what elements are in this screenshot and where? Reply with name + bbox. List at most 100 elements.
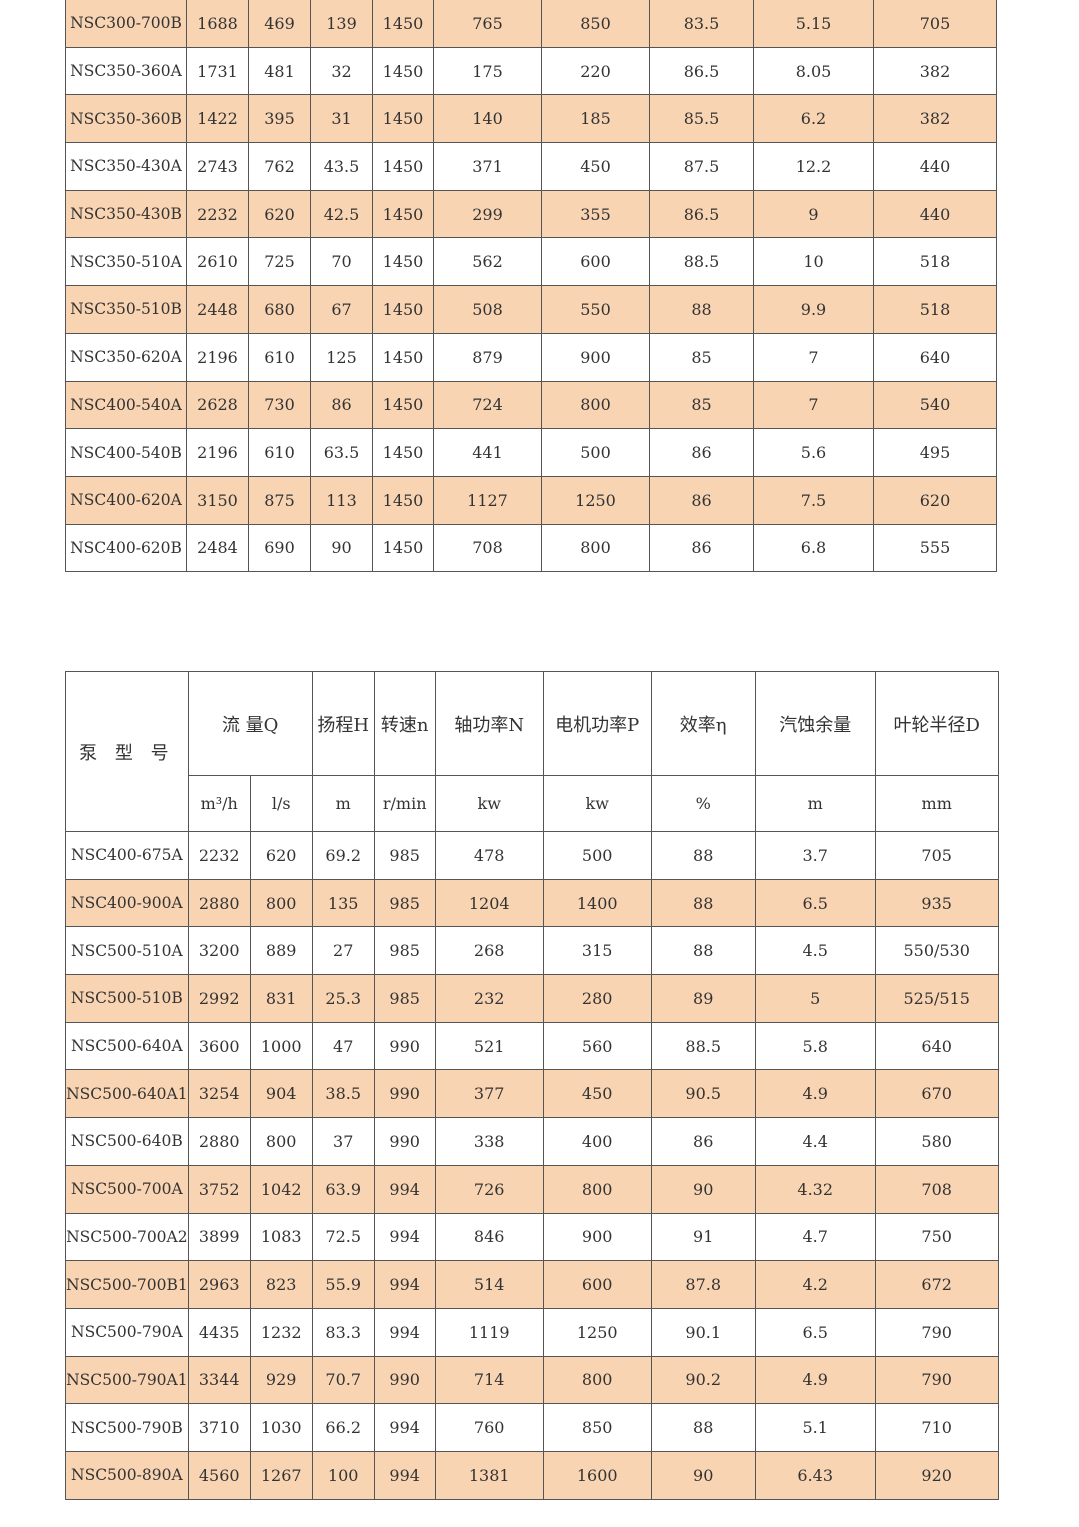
unit-cell: m (754, 775, 876, 832)
value-cell: 1450 (372, 142, 434, 191)
value-cell: 1450 (372, 0, 434, 48)
value-cell: 63.9 (311, 1164, 375, 1214)
value-cell: 3150 (186, 475, 249, 525)
value-cell: 2992 (187, 974, 251, 1023)
value-cell: 929 (249, 1355, 313, 1405)
table-row: NSC350-360B 1422 395 31 1450 140 185 85.5 6.2 382 (65, 94, 997, 144)
header-shaft-power: 轴功率N (434, 671, 544, 776)
model-cell: NSC500-790A (65, 1307, 189, 1357)
value-cell: 4435 (187, 1307, 251, 1357)
value-cell: 2448 (186, 285, 249, 334)
value-cell: 4.9 (754, 1069, 876, 1119)
value-cell: 640 (873, 332, 997, 382)
value-cell: 1119 (434, 1307, 544, 1357)
model-cell: NSC500-640A (65, 1021, 189, 1071)
model-cell: NSC500-700A2 (65, 1212, 189, 1262)
value-cell: 610 (248, 332, 311, 382)
value-cell: 91 (650, 1212, 756, 1262)
value-cell: 994 (373, 1164, 436, 1214)
value-cell: 6.2 (753, 94, 874, 144)
table-row: NSC350-430A 2743 762 43.5 1450 371 450 87.5 12.2… (65, 142, 997, 191)
value-cell: 850 (541, 0, 650, 48)
value-cell: 560 (542, 1021, 652, 1071)
header-impeller: 叶轮半径D (874, 671, 999, 776)
value-cell: 1232 (249, 1307, 313, 1357)
value-cell: 377 (434, 1069, 544, 1119)
value-cell: 72.5 (311, 1212, 375, 1262)
value-cell: 125 (310, 332, 373, 382)
value-cell: 25.3 (311, 974, 375, 1023)
table-row: NSC500-640B 2880 800 37 990 338 400 86 4.4 580 (65, 1117, 999, 1166)
value-cell: 3.7 (754, 831, 876, 880)
value-cell: 1422 (186, 94, 249, 144)
table-row: NSC400-620B 2484 690 90 1450 708 800 86 6.8 555 (65, 523, 997, 573)
table-row: NSC350-510B 2448 680 67 1450 508 550 88 9.9 518 (65, 285, 997, 334)
value-cell: 990 (373, 1069, 436, 1119)
model-cell: NSC500-790A1 (65, 1355, 189, 1405)
value-cell: 32 (310, 46, 373, 96)
value-cell: 31 (310, 94, 373, 144)
unit-cell: l/s (249, 775, 313, 832)
value-cell: 85 (649, 380, 754, 430)
value-cell: 185 (541, 94, 650, 144)
value-cell: 88 (650, 878, 756, 928)
value-cell: 800 (542, 1164, 652, 1214)
value-cell: 800 (249, 878, 313, 928)
value-cell: 726 (434, 1164, 544, 1214)
value-cell: 5.15 (753, 0, 874, 48)
value-cell: 994 (373, 1307, 436, 1357)
value-cell: 1450 (372, 380, 434, 430)
value-cell: 1450 (372, 475, 434, 525)
table-row: NSC500-790A1 3344 929 70.7 990 714 800 90.2 4.9 7… (65, 1355, 999, 1405)
value-cell: 7.5 (753, 475, 874, 525)
value-cell: 2484 (186, 523, 249, 573)
value-cell: 139 (310, 0, 373, 48)
value-cell: 920 (874, 1450, 999, 1500)
value-cell: 708 (874, 1164, 999, 1214)
value-cell: 3752 (187, 1164, 251, 1214)
header-motor-power: 电机功率P (542, 671, 652, 776)
header-efficiency: 效率η (650, 671, 756, 776)
header-model: 泵 型 号 (65, 671, 189, 832)
value-cell: 6.8 (753, 523, 874, 573)
value-cell: 6.43 (754, 1450, 876, 1500)
value-cell: 86 (649, 475, 754, 525)
value-cell: 7 (753, 380, 874, 430)
value-cell: 86 (310, 380, 373, 430)
value-cell: 1731 (186, 46, 249, 96)
value-cell: 994 (373, 1450, 436, 1500)
value-cell: 87.5 (649, 142, 754, 191)
value-cell: 7 (753, 332, 874, 382)
header-npsh: 汽蚀余量 (754, 671, 876, 776)
value-cell: 4.7 (754, 1212, 876, 1262)
value-cell: 500 (541, 428, 650, 477)
value-cell: 514 (434, 1260, 544, 1309)
value-cell: 371 (433, 142, 542, 191)
model-cell: NSC500-890A (65, 1450, 189, 1500)
value-cell: 9.9 (753, 285, 874, 334)
value-cell: 440 (873, 142, 997, 191)
value-cell: 714 (434, 1355, 544, 1405)
value-cell: 640 (874, 1021, 999, 1071)
unit-cell: kw (542, 775, 652, 832)
header-head: 扬程H (311, 671, 375, 776)
model-cell: NSC400-620B (65, 523, 187, 573)
value-cell: 37 (311, 1117, 375, 1166)
value-cell: 1127 (433, 475, 542, 525)
model-cell: NSC500-640A1 (65, 1069, 189, 1119)
value-cell: 889 (249, 926, 313, 976)
value-cell: 88.5 (650, 1021, 756, 1071)
table-row: NSC350-430B 2232 620 42.5 1450 299 355 86.5 9 440 (65, 189, 997, 239)
value-cell: 27 (311, 926, 375, 976)
value-cell: 86.5 (649, 46, 754, 96)
value-cell: 400 (542, 1117, 652, 1166)
value-cell: 441 (433, 428, 542, 477)
value-cell: 88 (649, 285, 754, 334)
unit-cell: mm (874, 775, 999, 832)
value-cell: 10 (753, 237, 874, 287)
table-row: NSC400-900A 2880 800 135 985 1204 1400 88 6.5 935 (65, 878, 999, 928)
model-cell: NSC350-620A (65, 332, 187, 382)
value-cell: 1030 (249, 1403, 313, 1452)
value-cell: 985 (373, 974, 436, 1023)
value-cell: 469 (248, 0, 311, 48)
